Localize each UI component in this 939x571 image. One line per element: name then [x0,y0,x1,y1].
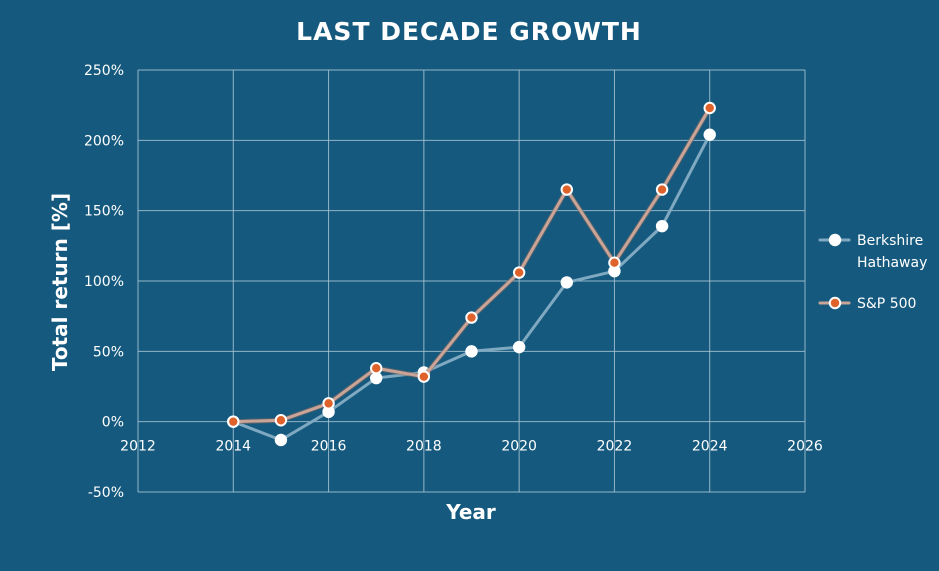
data-point [608,256,621,269]
x-tick-label: 2014 [215,439,251,455]
series-line [231,106,712,424]
data-point [417,370,431,383]
data-point [703,128,716,141]
data-point [370,371,383,385]
y-tick-label: 100% [84,274,124,290]
tick-labels: -50% 0% 50% 100% 150% 200% 250% 2012 2014 2016 201… [84,63,823,501]
x-tick-label: 2022 [597,439,633,455]
data-point [655,183,669,196]
y-axis-title: Total return [%] [48,193,72,371]
x-tick-label: 2016 [311,439,347,455]
data-point [322,397,335,410]
data-point [512,340,526,354]
x-tick-label: 2018 [406,439,442,455]
y-tick-label: 200% [84,133,124,149]
y-tick-label: 50% [93,344,124,360]
series [227,101,716,447]
legend-label: S&P 500 [857,296,916,312]
legend: Berkshire Hathaway S&P 500 [818,233,927,312]
data-point [227,415,240,428]
x-tick-label: 2020 [501,439,537,455]
data-point [512,266,526,279]
legend-label: Berkshire Hathaway [857,233,927,271]
legend-marker [828,233,842,247]
x-axis-title: Year [445,500,496,524]
data-point [655,219,669,233]
data-point [274,414,288,427]
chart-title: LAST DECADE GROWTH [296,17,642,46]
series-2 [227,101,716,428]
y-tick-label: 250% [84,63,124,79]
y-tick-label: 150% [84,204,124,220]
legend-entry: Berkshire Hathaway [818,233,927,271]
data-point [465,345,478,358]
data-point [703,101,716,115]
y-tick-label: 0% [102,415,124,431]
y-tick-label: -50% [88,485,124,501]
legend-entry: S&P 500 [818,296,916,312]
series-line [231,133,712,442]
data-point [560,183,573,196]
data-point [274,433,288,447]
legend-marker [828,296,842,310]
x-tick-label: 2012 [120,439,156,455]
data-point [465,311,478,324]
series-line-shadow [233,106,712,425]
data-point [560,276,573,289]
series-1 [227,128,716,447]
x-tick-label: 2026 [787,439,823,455]
grid [137,69,806,493]
x-tick-label: 2024 [692,439,728,455]
data-point [370,362,383,375]
